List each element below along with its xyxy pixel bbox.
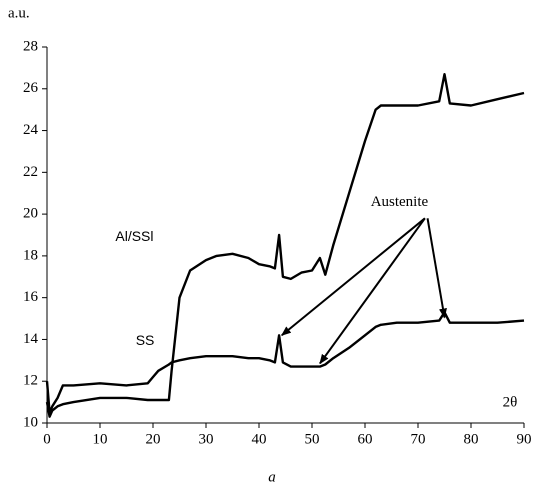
x-tick-label: 90 — [517, 431, 532, 447]
y-tick-label: 16 — [23, 289, 39, 305]
series-label: Al/SSl — [115, 228, 153, 244]
x-tick-label: 40 — [252, 431, 267, 447]
x-tick-label: 50 — [305, 431, 320, 447]
data-line — [45, 311, 525, 414]
annotation: Austenite — [371, 194, 429, 210]
x-tick-label: 10 — [93, 431, 108, 447]
series-label: SS — [136, 332, 155, 348]
annotation-arrow — [426, 218, 447, 319]
x-tick-label: 0 — [43, 431, 51, 447]
annotation-arrow — [281, 217, 426, 337]
y-axis-label: a.u. — [8, 5, 30, 21]
y-tick-label: 24 — [23, 122, 39, 138]
x-tick-label: 30 — [199, 431, 214, 447]
x-tick-label: 60 — [358, 431, 373, 447]
y-tick-label: 10 — [23, 414, 38, 430]
y-tick-label: 20 — [23, 206, 38, 222]
x-tick-label: 70 — [411, 431, 426, 447]
y-tick-label: 14 — [23, 331, 39, 347]
panel-label: a — [268, 469, 276, 485]
y-tick-label: 22 — [23, 164, 38, 180]
x-axis-label: 2θ — [503, 394, 518, 410]
data-line — [45, 73, 525, 418]
x-tick-label: 80 — [464, 431, 479, 447]
y-tick-label: 18 — [23, 247, 38, 263]
y-tick-label: 26 — [23, 80, 39, 96]
y-tick-label: 12 — [23, 373, 38, 389]
annotation-arrow — [319, 217, 426, 365]
x-tick-label: 20 — [146, 431, 161, 447]
y-tick-label: 28 — [23, 38, 38, 54]
